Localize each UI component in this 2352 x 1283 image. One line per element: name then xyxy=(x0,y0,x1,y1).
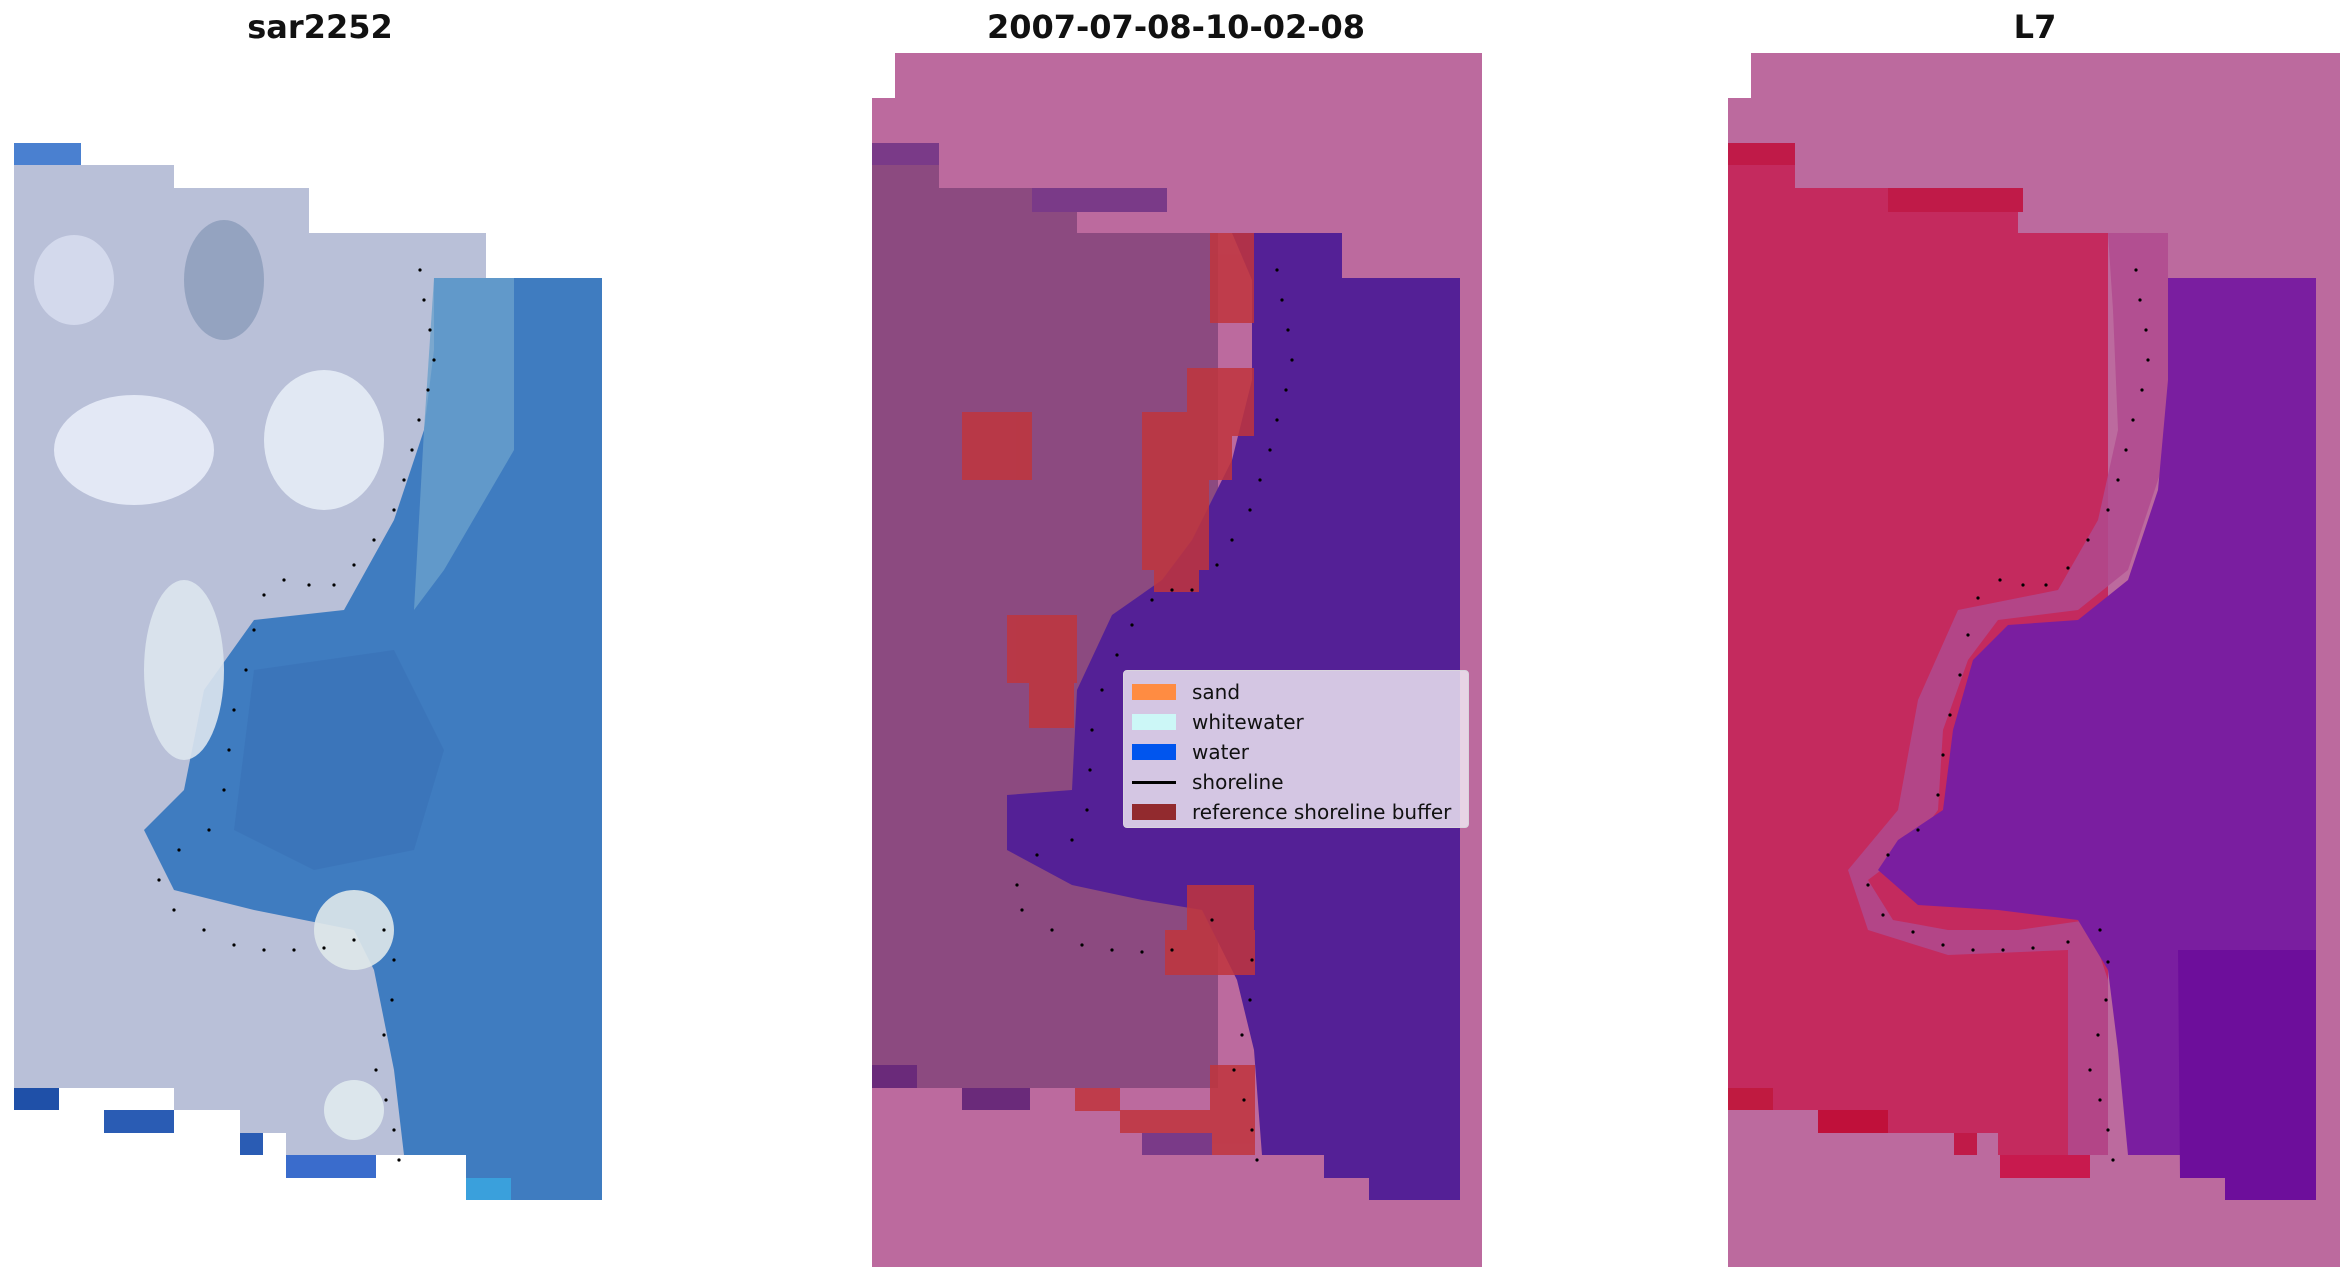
panel-title-classification: 2007-07-08-10-02-08 xyxy=(986,8,1366,46)
legend-item-shoreline: shoreline xyxy=(1132,767,1460,797)
rgb-image xyxy=(14,143,602,1200)
classification-image xyxy=(872,53,1482,1267)
legend-item-whitewater: whitewater xyxy=(1132,707,1460,737)
classification-panel xyxy=(872,50,1482,1270)
legend-label: reference shoreline buffer xyxy=(1192,800,1452,824)
legend-label: shoreline xyxy=(1192,770,1284,794)
panel-title-index: L7 xyxy=(2013,8,2057,46)
shoreline-swatch xyxy=(1132,780,1176,784)
index-image xyxy=(1728,53,2340,1267)
legend-item-sand: sand xyxy=(1132,677,1460,707)
water-swatch xyxy=(1132,744,1176,760)
index-panel xyxy=(1728,50,2340,1270)
whitewater-swatch xyxy=(1132,714,1176,730)
sand-swatch xyxy=(1132,684,1176,700)
buffer-swatch xyxy=(1132,804,1176,820)
shoreline-dots xyxy=(1866,268,2150,1162)
legend: sand whitewater water shoreline referenc… xyxy=(1123,670,1469,828)
panel-title-rgb: sar2252 xyxy=(247,8,393,46)
rgb-image-panel xyxy=(14,50,602,1210)
legend-item-buffer: reference shoreline buffer xyxy=(1132,797,1460,827)
shoreline-dots xyxy=(157,268,436,1162)
shoreline-dots xyxy=(1015,268,1294,1162)
legend-label: whitewater xyxy=(1192,710,1304,734)
legend-label: sand xyxy=(1192,680,1241,704)
legend-label: water xyxy=(1192,740,1249,764)
legend-item-water: water xyxy=(1132,737,1460,767)
